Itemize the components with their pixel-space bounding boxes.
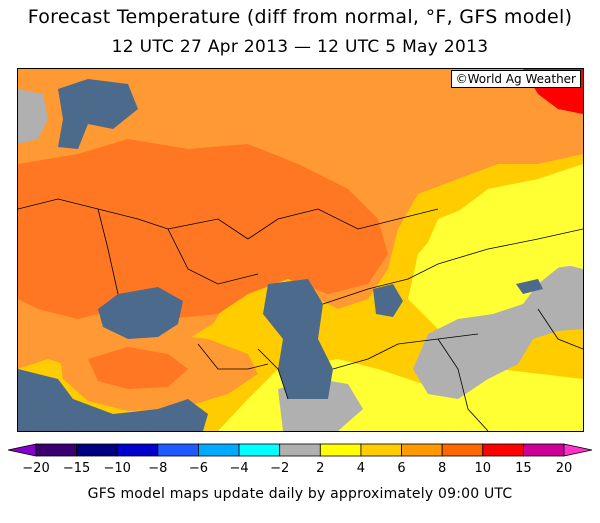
map-canvas xyxy=(18,69,583,431)
legend-swatch xyxy=(238,443,281,457)
legend-tick-label: −2 xyxy=(270,461,289,476)
legend-tick-label: −20 xyxy=(22,461,49,476)
legend-swatch xyxy=(360,443,402,457)
legend-arrow-low xyxy=(7,443,37,457)
legend-tick-label: −4 xyxy=(229,461,248,476)
map-subtitle: 12 UTC 27 Apr 2013 — 12 UTC 5 May 2013 xyxy=(111,37,489,57)
anomaly-region-dark-orange-south xyxy=(88,347,188,389)
legend-tick-label: 15 xyxy=(515,461,532,476)
footer-note: GFS model maps update daily by approxima… xyxy=(87,486,513,502)
legend-tick-label: 2 xyxy=(316,461,324,476)
legend-tick-label: −6 xyxy=(189,461,208,476)
anomaly-region-dark-orange xyxy=(18,139,388,319)
legend-swatch xyxy=(522,443,565,457)
legend-bar: −20 −15 −10 −8 −6 −4 −2 2 4 6 8 10 15 20 xyxy=(7,443,593,476)
legend-tick-label: −8 xyxy=(148,461,167,476)
legend-swatch xyxy=(76,443,118,457)
credit-label: ©World Ag Weather xyxy=(450,70,581,88)
mediterranean-sea xyxy=(18,369,208,431)
legend-tick-label: 6 xyxy=(397,461,405,476)
legend-tick-label: 20 xyxy=(556,461,573,476)
legend-swatch xyxy=(441,443,484,457)
legend-swatch xyxy=(116,443,159,457)
caspian-sea xyxy=(263,279,333,399)
neutral-region-scandinavia xyxy=(18,89,48,144)
lake-balkhash xyxy=(516,279,543,294)
black-sea xyxy=(98,287,183,339)
legend-tick-label: 8 xyxy=(438,461,446,476)
baltic-sea xyxy=(58,79,138,149)
legend-tick-label: −10 xyxy=(104,461,131,476)
forecast-map: ©World Ag Weather xyxy=(17,68,584,432)
legend-swatch xyxy=(35,443,78,457)
country-borders xyxy=(18,198,583,431)
legend-swatch xyxy=(319,443,362,457)
map-title: Forecast Temperature (diff from normal, … xyxy=(27,6,573,28)
color-legend: −20 −15 −10 −8 −6 −4 −2 2 4 6 8 10 15 20 xyxy=(0,440,600,480)
legend-swatch xyxy=(482,443,524,457)
aral-sea xyxy=(373,284,403,317)
legend-tick-label: −15 xyxy=(63,461,90,476)
anomaly-region-yellow-east xyxy=(423,189,583,309)
legend-tick-label: 4 xyxy=(357,461,365,476)
legend-swatch xyxy=(279,443,321,457)
legend-tick-label: 10 xyxy=(474,461,491,476)
legend-swatch xyxy=(401,443,443,457)
legend-swatch xyxy=(157,443,199,457)
legend-arrow-high xyxy=(563,443,593,457)
legend-swatch xyxy=(198,443,240,457)
